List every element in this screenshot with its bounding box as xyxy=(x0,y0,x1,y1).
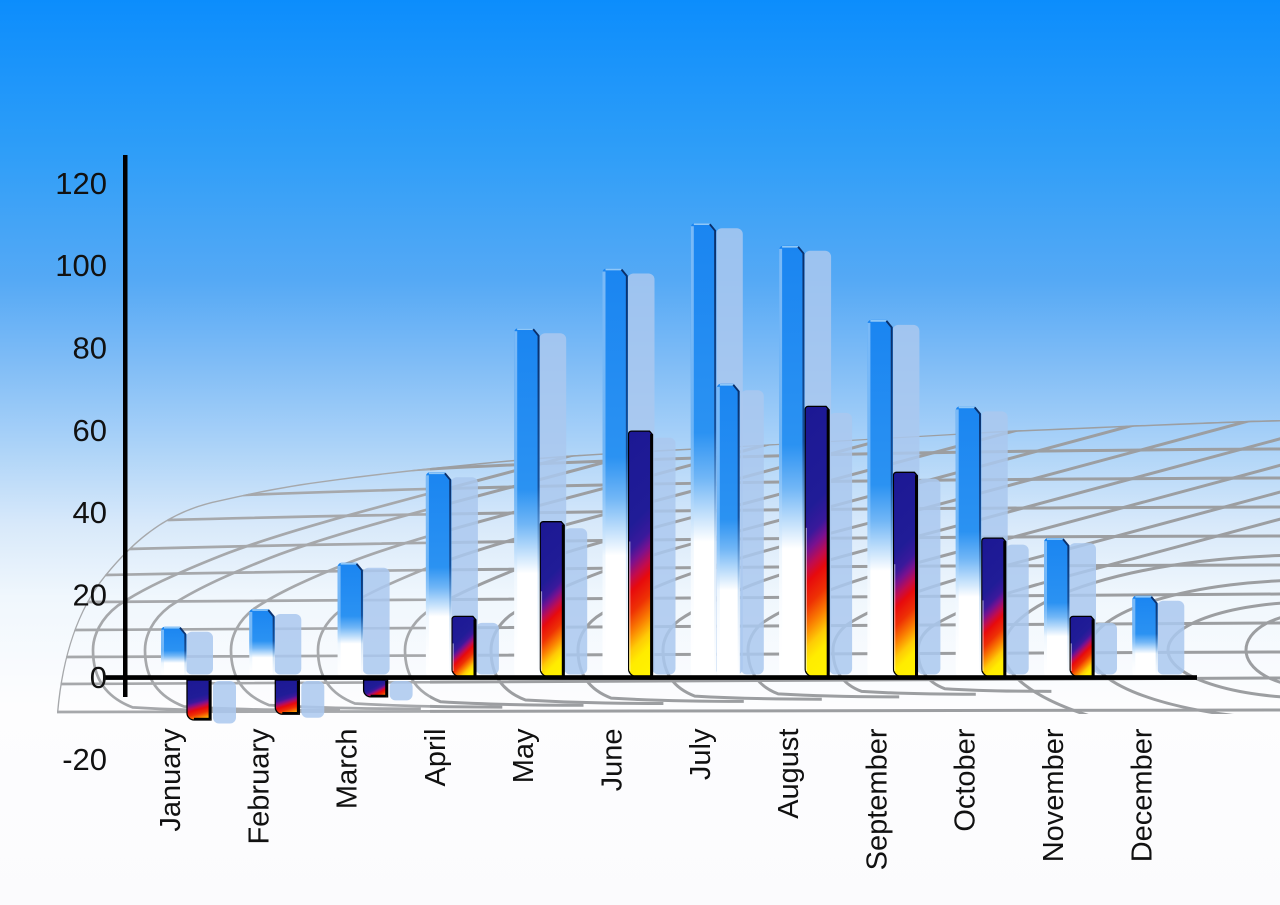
svg-text:May: May xyxy=(508,728,540,783)
svg-text:80: 80 xyxy=(73,331,107,366)
svg-text:December: December xyxy=(1126,728,1158,862)
svg-text:-20: -20 xyxy=(62,742,107,777)
svg-text:October: October xyxy=(950,728,982,831)
svg-text:40: 40 xyxy=(73,495,107,530)
svg-text:March: March xyxy=(332,729,364,810)
svg-text:February: February xyxy=(243,728,275,845)
svg-text:November: November xyxy=(1038,728,1070,862)
svg-text:August: August xyxy=(773,729,805,819)
svg-text:June: June xyxy=(597,729,629,792)
svg-text:January: January xyxy=(155,728,187,832)
svg-text:60: 60 xyxy=(73,413,107,448)
svg-text:120: 120 xyxy=(55,166,107,201)
svg-text:100: 100 xyxy=(55,248,107,283)
svg-text:July: July xyxy=(685,728,717,780)
svg-text:September: September xyxy=(861,728,893,870)
svg-text:20: 20 xyxy=(73,578,107,613)
svg-text:0: 0 xyxy=(90,660,107,695)
svg-text:April: April xyxy=(420,729,452,787)
